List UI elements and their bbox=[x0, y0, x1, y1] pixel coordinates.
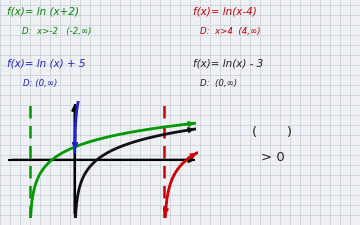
Text: f(x)= ln(x-4): f(x)= ln(x-4) bbox=[193, 7, 256, 17]
Text: f(x)= ln (x+2): f(x)= ln (x+2) bbox=[7, 7, 79, 17]
Text: f(x)= ln (x) + 5: f(x)= ln (x) + 5 bbox=[7, 58, 86, 68]
Text: D: (0,∞): D: (0,∞) bbox=[23, 79, 58, 88]
Text: D:  x>4  (4,∞): D: x>4 (4,∞) bbox=[200, 27, 260, 36]
Text: f(x)= ln(x) - 3: f(x)= ln(x) - 3 bbox=[193, 58, 263, 68]
Text: (       ): ( ) bbox=[252, 126, 292, 139]
Text: D:  x>-2   (-2,∞): D: x>-2 (-2,∞) bbox=[22, 27, 91, 36]
Text: D:  (0,∞): D: (0,∞) bbox=[200, 79, 237, 88]
Text: > 0: > 0 bbox=[261, 151, 285, 164]
